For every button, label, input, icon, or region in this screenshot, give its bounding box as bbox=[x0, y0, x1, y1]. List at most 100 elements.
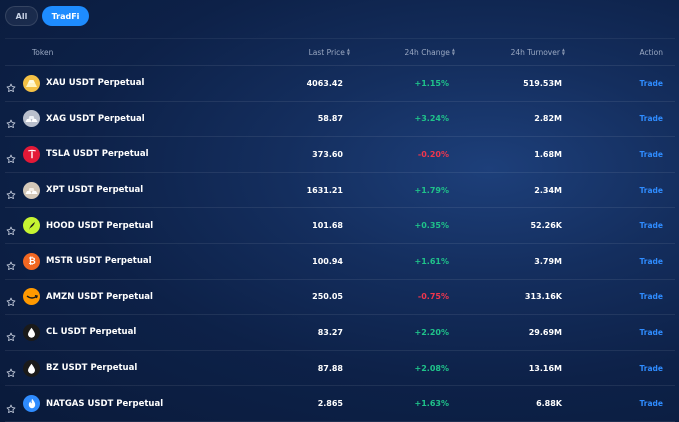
token-name: HOOD USDT Perpetual bbox=[46, 220, 154, 231]
change-24h: +1.79% bbox=[414, 185, 449, 195]
sort-icon: ▲ ▼ bbox=[451, 47, 455, 56]
trade-button[interactable]: Trade bbox=[639, 292, 663, 302]
table-row[interactable]: HOOD USDT Perpetual 101.68 +0.35% 52.26K Tra… bbox=[5, 208, 675, 244]
turnover-24h: 6.88K bbox=[536, 399, 562, 409]
silver-bar-icon bbox=[23, 110, 40, 128]
table-row[interactable]: XAG USDT Perpetual 58.87 +3.24% 2.82M Trade bbox=[5, 102, 675, 138]
table-body: XAU USDT Perpetual 4063.42 +1.15% 519.53M Tr… bbox=[5, 66, 675, 422]
turnover-24h: 2.82M bbox=[534, 114, 562, 124]
turnover-24h: 519.53M bbox=[523, 78, 562, 88]
table-row[interactable]: TSLA USDT Perpetual 373.60 -0.20% 1.68M Trad… bbox=[5, 137, 675, 173]
table-row[interactable]: CL USDT Perpetual 83.27 +2.20% 29.69M Trade bbox=[5, 315, 675, 351]
last-price: 100.94 bbox=[312, 256, 343, 266]
robinhood-feather-icon bbox=[23, 217, 40, 235]
token-name: XAG USDT Perpetual bbox=[46, 113, 145, 124]
change-24h: +1.61% bbox=[414, 256, 449, 266]
markets-table: Token Last Price ▲ ▼ 24h Change ▲ ▼ 24h Turn… bbox=[5, 38, 675, 422]
trade-button[interactable]: Trade bbox=[639, 327, 663, 337]
sort-icon: ▲ ▼ bbox=[561, 47, 565, 56]
market-filter-tabs: All TradFi bbox=[5, 6, 89, 26]
turnover-24h: 313.16K bbox=[524, 292, 562, 302]
change-24h: +2.08% bbox=[414, 363, 449, 373]
token-name: XAU USDT Perpetual bbox=[46, 78, 145, 89]
last-price: 58.87 bbox=[317, 114, 343, 124]
svg-text:₿: ₿ bbox=[28, 256, 35, 266]
filter-tradfi-button[interactable]: TradFi bbox=[42, 6, 89, 26]
trade-button[interactable]: Trade bbox=[639, 256, 663, 266]
trade-button[interactable]: Trade bbox=[639, 78, 663, 88]
column-header-action: Action bbox=[640, 48, 664, 57]
filter-all-button[interactable]: All bbox=[5, 6, 38, 26]
favorite-star-icon[interactable] bbox=[6, 114, 16, 128]
last-price: 83.27 bbox=[317, 327, 343, 337]
amazon-smile-icon bbox=[23, 288, 40, 306]
favorite-star-icon[interactable] bbox=[6, 256, 16, 271]
table-row[interactable]: XPT USDT Perpetual 1631.21 +1.79% 2.34M Trad… bbox=[5, 173, 675, 209]
change-24h: -0.20% bbox=[417, 149, 449, 159]
column-header-token-label: Token bbox=[32, 47, 54, 57]
gas-flame-icon bbox=[23, 395, 40, 413]
last-price: 101.68 bbox=[312, 221, 343, 231]
column-header-24h-change[interactable]: 24h Change ▲ ▼ bbox=[405, 48, 455, 57]
column-header-token: Token bbox=[32, 48, 53, 57]
trade-button[interactable]: Trade bbox=[639, 221, 663, 231]
favorite-star-icon[interactable] bbox=[6, 363, 16, 378]
last-price: 2.865 bbox=[317, 399, 343, 409]
token-name: BZ USDT Perpetual bbox=[46, 363, 138, 374]
last-price: 250.05 bbox=[312, 292, 343, 302]
change-24h: +1.63% bbox=[414, 399, 449, 409]
change-24h: +2.20% bbox=[414, 327, 449, 337]
trade-button[interactable]: Trade bbox=[639, 185, 663, 195]
table-row[interactable]: AMZN USDT Perpetual 250.05 -0.75% 313.16K Tr… bbox=[5, 280, 675, 316]
favorite-star-icon[interactable] bbox=[6, 221, 16, 235]
last-price: 1631.21 bbox=[306, 185, 343, 195]
column-header-24h-turnover-label: 24h Turnover bbox=[510, 47, 560, 57]
sort-icon: ▲ ▼ bbox=[346, 47, 350, 56]
favorite-star-icon[interactable] bbox=[6, 327, 16, 342]
table-row[interactable]: BZ USDT Perpetual 87.88 +2.08% 13.16M Trade bbox=[5, 351, 675, 387]
table-row[interactable]: ₿ MSTR USDT Perpetual 100.94 +1.61% 3.79M Tra… bbox=[5, 244, 675, 280]
turnover-24h: 52.26K bbox=[530, 221, 562, 231]
oil-drop-icon bbox=[23, 323, 40, 341]
token-name: XPT USDT Perpetual bbox=[46, 185, 144, 196]
token-name: AMZN USDT Perpetual bbox=[46, 291, 153, 302]
column-header-action-label: Action bbox=[639, 47, 664, 57]
turnover-24h: 1.68M bbox=[534, 149, 562, 159]
column-header-24h-turnover[interactable]: 24h Turnover ▲ ▼ bbox=[511, 48, 565, 57]
table-row[interactable]: NATGAS USDT Perpetual 2.865 +1.63% 6.88K Tra… bbox=[5, 386, 675, 422]
oil-drop-icon bbox=[23, 359, 40, 377]
token-name: NATGAS USDT Perpetual bbox=[46, 398, 164, 409]
change-24h: -0.75% bbox=[417, 292, 449, 302]
turnover-24h: 13.16M bbox=[528, 363, 562, 373]
trade-button[interactable]: Trade bbox=[639, 399, 663, 409]
favorite-star-icon[interactable] bbox=[6, 78, 16, 93]
token-name: MSTR USDT Perpetual bbox=[46, 256, 152, 267]
favorite-star-icon[interactable] bbox=[6, 292, 16, 306]
gold-bar-icon bbox=[23, 74, 40, 92]
bitcoin-icon: ₿ bbox=[23, 252, 40, 270]
table-row[interactable]: XAU USDT Perpetual 4063.42 +1.15% 519.53M Tr… bbox=[5, 66, 675, 102]
favorite-star-icon[interactable] bbox=[6, 149, 16, 164]
token-name: CL USDT Perpetual bbox=[46, 327, 137, 338]
change-24h: +1.15% bbox=[414, 78, 449, 88]
last-price: 4063.42 bbox=[306, 78, 343, 88]
tesla-logo-icon bbox=[23, 145, 40, 163]
platinum-bar-icon bbox=[23, 181, 40, 199]
trade-button[interactable]: Trade bbox=[639, 149, 663, 159]
turnover-24h: 2.34M bbox=[534, 185, 562, 195]
column-header-last-price-label: Last Price bbox=[308, 47, 345, 57]
trade-button[interactable]: Trade bbox=[639, 114, 663, 124]
column-header-24h-change-label: 24h Change bbox=[404, 47, 450, 57]
column-header-last-price[interactable]: Last Price ▲ ▼ bbox=[309, 48, 350, 57]
last-price: 373.60 bbox=[312, 149, 343, 159]
favorite-star-icon[interactable] bbox=[6, 399, 16, 413]
turnover-24h: 29.69M bbox=[528, 327, 562, 337]
trade-button[interactable]: Trade bbox=[639, 363, 663, 373]
last-price: 87.88 bbox=[317, 363, 343, 373]
turnover-24h: 3.79M bbox=[534, 256, 562, 266]
token-name: TSLA USDT Perpetual bbox=[46, 149, 149, 160]
change-24h: +3.24% bbox=[414, 114, 449, 124]
table-header: Token Last Price ▲ ▼ 24h Change ▲ ▼ 24h Turn… bbox=[5, 38, 675, 66]
favorite-star-icon[interactable] bbox=[6, 185, 16, 200]
change-24h: +0.35% bbox=[414, 221, 449, 231]
